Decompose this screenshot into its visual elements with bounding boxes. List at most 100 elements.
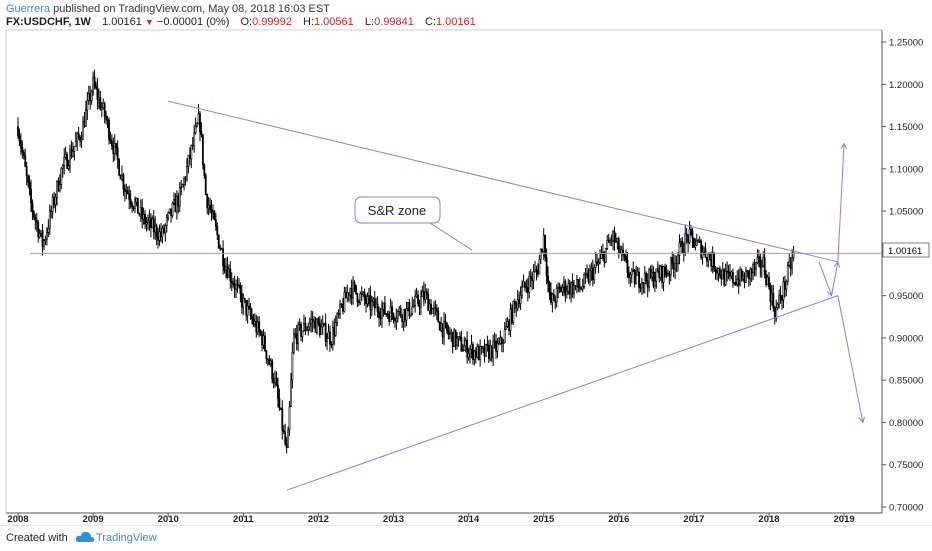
candle-body <box>294 333 297 335</box>
candle-body <box>492 340 495 359</box>
open-label: O: <box>240 16 253 28</box>
tradingview-brand[interactable]: TradingView <box>96 532 157 544</box>
candle-body <box>343 291 346 312</box>
candle-body <box>726 270 729 273</box>
candle-body <box>635 274 638 285</box>
sr-zone-callout[interactable]: S&R zone <box>354 196 473 251</box>
candle-body <box>532 271 535 282</box>
candle-body <box>144 214 146 225</box>
candle-body <box>456 338 458 346</box>
candle-body <box>238 284 240 287</box>
price-change: −0.00001 (0%) <box>156 16 230 28</box>
candle-body <box>308 322 311 328</box>
candle-body <box>25 166 28 177</box>
candle-body <box>431 308 434 314</box>
candle-body <box>454 329 457 346</box>
candle-body <box>54 197 57 205</box>
symbol-label: FX:USDCHF, 1W <box>6 16 91 28</box>
candle-body <box>369 295 372 311</box>
candle-body <box>770 292 773 302</box>
candle-body <box>552 293 555 301</box>
y-tick-label: 0.70000 <box>889 503 923 514</box>
candle-body <box>336 313 339 324</box>
candle-body <box>565 291 568 295</box>
candle-body <box>43 240 45 247</box>
candle-body <box>277 384 279 399</box>
candle-body <box>526 287 529 293</box>
candle-body <box>394 319 396 322</box>
candle-body <box>261 333 263 346</box>
candle-body <box>515 303 518 309</box>
candle-body <box>434 306 437 309</box>
candle-body <box>773 307 776 319</box>
price-chart[interactable]: 0.70000 0.75000 0.80000 0.85000 0.90000 0.950… <box>0 0 932 525</box>
candle-body <box>762 257 765 267</box>
candle-body <box>628 272 630 278</box>
candle-body <box>487 345 490 359</box>
candle-body <box>524 281 526 288</box>
callout-text: S&R zone <box>368 203 427 218</box>
candle-body <box>727 271 730 273</box>
candle-body <box>599 258 601 263</box>
candle-body <box>522 281 525 288</box>
candle-body <box>661 265 664 283</box>
trendline <box>286 295 839 491</box>
candle-body <box>125 190 128 192</box>
candle-body <box>284 431 287 445</box>
candle-body <box>642 282 645 285</box>
candle-body <box>528 275 531 293</box>
y-tick-label: 1.10000 <box>889 164 923 175</box>
candle-body <box>385 313 388 315</box>
candle-body <box>396 311 399 319</box>
candle-body <box>342 306 344 312</box>
candle-body <box>305 328 308 331</box>
candle-body <box>138 213 141 215</box>
author-link[interactable]: Guerrera <box>6 3 51 15</box>
candle-body <box>339 303 341 314</box>
price-label-text: 1.00161 <box>888 246 922 257</box>
candle-body <box>716 270 718 274</box>
candle-body <box>180 186 183 189</box>
candle-body <box>444 320 447 324</box>
candle-body <box>227 268 230 278</box>
candle-body <box>411 306 414 315</box>
candle-body <box>772 292 775 309</box>
candle-body <box>27 175 30 183</box>
candle-body <box>567 283 570 292</box>
candle-body <box>616 238 619 242</box>
candle-body <box>742 275 744 280</box>
candle-body <box>792 251 795 259</box>
candle-body <box>256 321 259 333</box>
candle-body <box>187 155 190 167</box>
candle-body <box>755 262 757 270</box>
candle-body <box>659 265 662 278</box>
candle-body <box>622 249 625 256</box>
candle-body <box>531 278 534 282</box>
candle-body <box>31 202 34 212</box>
candle-body <box>165 217 168 226</box>
candle-body <box>223 265 226 271</box>
candle-body <box>96 87 99 100</box>
candle-body <box>568 283 571 295</box>
candle-body <box>58 184 61 191</box>
candle-body <box>734 282 737 285</box>
candle-body <box>66 153 69 169</box>
candle-body <box>577 279 580 288</box>
candle-body <box>545 257 548 277</box>
candle-body <box>441 323 444 338</box>
candle-body <box>190 145 193 160</box>
candle-body <box>324 323 327 343</box>
candle-body <box>414 296 417 306</box>
y-tick-label: 0.95000 <box>889 291 923 302</box>
candle-body <box>505 325 508 330</box>
candle-body <box>37 222 40 238</box>
candle-body <box>759 256 762 268</box>
candle-body <box>194 125 197 134</box>
candle-body <box>417 294 419 305</box>
candle-body <box>318 323 321 335</box>
y-axis-ticks: 0.70000 0.75000 0.80000 0.85000 0.90000 0.950… <box>882 38 923 514</box>
candle-body <box>303 322 305 332</box>
candle-body <box>199 113 201 133</box>
candle-body <box>609 239 612 243</box>
projection-arrow <box>837 295 864 423</box>
